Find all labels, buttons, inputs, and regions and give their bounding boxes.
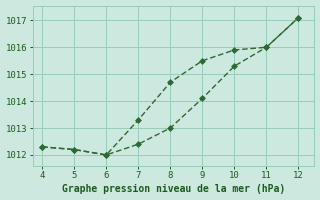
X-axis label: Graphe pression niveau de la mer (hPa): Graphe pression niveau de la mer (hPa): [62, 184, 285, 194]
